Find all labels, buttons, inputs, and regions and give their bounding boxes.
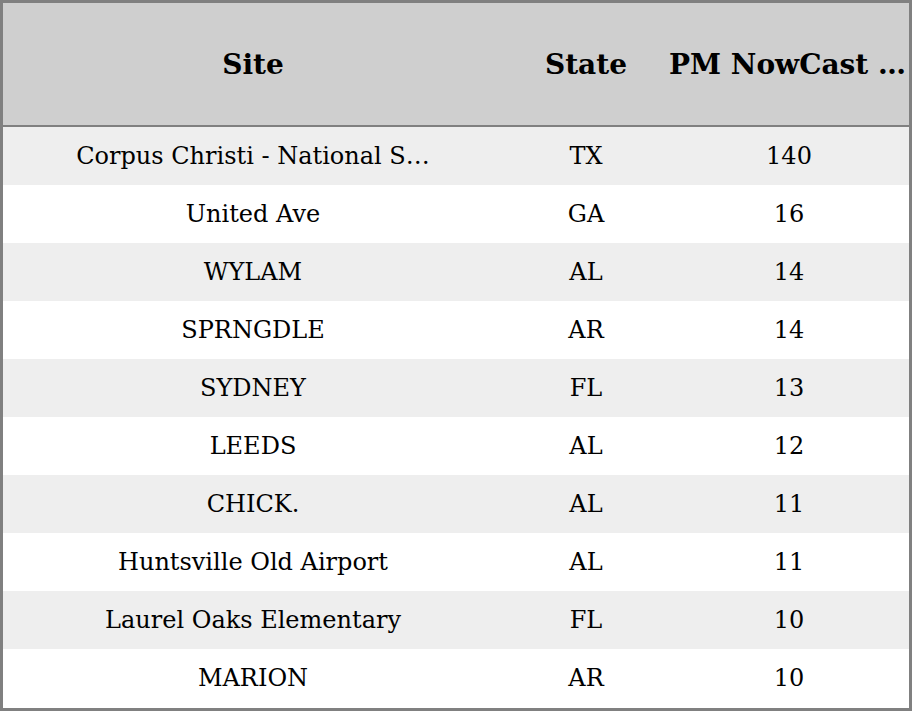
pm-value-cell: 10 [669,664,909,692]
state-cell: AL [503,432,669,460]
state-cell: AL [503,258,669,286]
site-cell: Huntsville Old Airport [3,548,503,576]
table-row: MARION AR 10 [3,649,909,707]
pm-value-cell: 13 [669,374,909,402]
table-row: Laurel Oaks Elementary FL 10 [3,591,909,649]
state-cell: FL [503,606,669,634]
site-cell: Laurel Oaks Elementary [3,606,503,634]
pm-nowcast-table: Site State PM NowCast (ug/m3) Corpus Chr… [0,0,912,711]
pm-value-cell: 140 [669,142,909,170]
pm-value-cell: 14 [669,316,909,344]
pm-value-cell: 14 [669,258,909,286]
state-cell: FL [503,374,669,402]
pm-value-cell: 11 [669,490,909,518]
table-row: SPRNGDLE AR 14 [3,301,909,359]
state-cell: AL [503,490,669,518]
state-cell: AR [503,664,669,692]
site-cell: SPRNGDLE [3,316,503,344]
table-row: WYLAM AL 14 [3,243,909,301]
table-row: United Ave GA 16 [3,185,909,243]
pm-value-cell: 16 [669,200,909,228]
table-row: LEEDS AL 12 [3,417,909,475]
state-cell: GA [503,200,669,228]
site-cell: WYLAM [3,258,503,286]
col-header-site[interactable]: Site [3,47,503,82]
table-body: Corpus Christi - National S… TX 140 Unit… [3,127,909,708]
site-cell: MARION [3,664,503,692]
pm-value-cell: 12 [669,432,909,460]
site-cell: Corpus Christi - National S… [3,142,503,170]
state-cell: AR [503,316,669,344]
site-cell: United Ave [3,200,503,228]
pm-value-cell: 10 [669,606,909,634]
table-row: SYDNEY FL 13 [3,359,909,417]
site-cell: CHICK. [3,490,503,518]
state-cell: TX [503,142,669,170]
pm-value-cell: 11 [669,548,909,576]
table-row: Huntsville Old Airport AL 11 [3,533,909,591]
site-cell: LEEDS [3,432,503,460]
table-header-row: Site State PM NowCast (ug/m3) [3,3,909,127]
col-header-pm-nowcast[interactable]: PM NowCast (ug/m3) [669,47,909,82]
col-header-state[interactable]: State [503,47,669,82]
table-row: Corpus Christi - National S… TX 140 [3,127,909,185]
state-cell: AL [503,548,669,576]
table-row: CHICK. AL 11 [3,475,909,533]
site-cell: SYDNEY [3,374,503,402]
